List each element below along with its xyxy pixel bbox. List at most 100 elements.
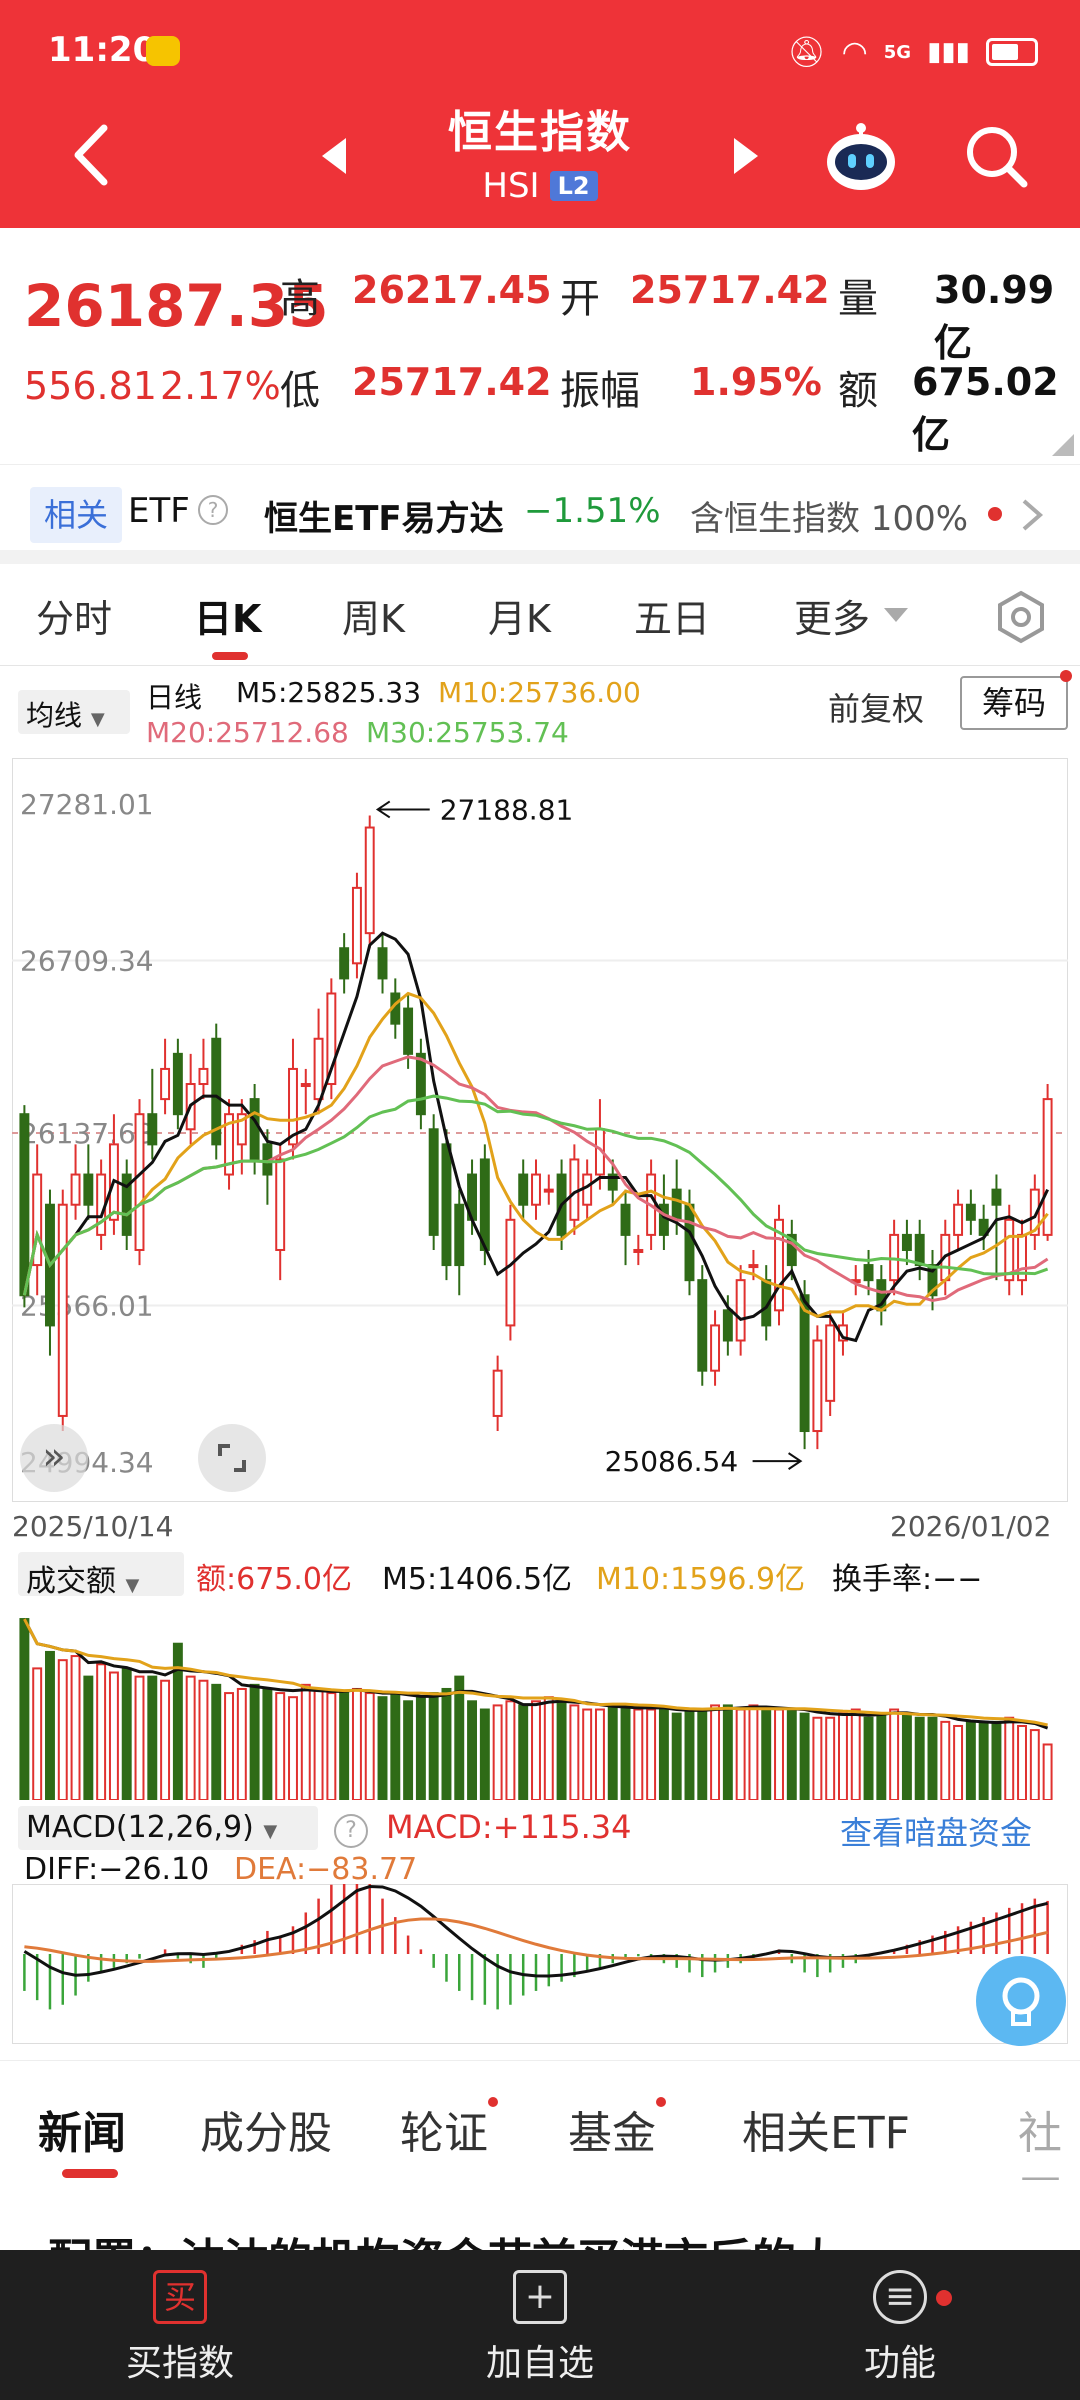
volume-bar (684, 1708, 695, 1800)
ma-select[interactable]: 均线 ▼ (18, 690, 130, 734)
amplitude-value: 1.95% (690, 360, 822, 404)
volume-m10-line (23, 1618, 1048, 1727)
volume-bar (812, 1716, 823, 1800)
volume-bar (543, 1696, 554, 1800)
tab-constituents[interactable]: 成分股 (200, 2108, 332, 2159)
volume-select[interactable]: 成交额 ▼ (18, 1552, 184, 1599)
candle (275, 1158, 286, 1251)
function-label: 功能 (863, 2343, 936, 2384)
volume-bar (249, 1683, 260, 1800)
dark-pool-link[interactable]: 查看暗盘资金 (840, 1814, 1033, 1852)
volume-bar (991, 1720, 1002, 1800)
volume-chart[interactable] (12, 1600, 1068, 1800)
candle (454, 1203, 465, 1267)
candle (479, 1158, 490, 1251)
candle (582, 1173, 593, 1206)
turnover-rate: 换手率:−− (832, 1562, 983, 1597)
candle (863, 1264, 874, 1282)
tab-funds[interactable]: 基金 (568, 2097, 666, 2161)
amount-value: 675.02亿 (912, 360, 1059, 457)
chevron-right-icon[interactable] (1020, 497, 1044, 533)
tab-news[interactable]: 新闻 (38, 2108, 126, 2159)
candle (441, 1143, 452, 1267)
add-watchlist-label: 加自选 (485, 2343, 594, 2384)
dea-line (24, 1917, 1048, 1963)
ma-select-label: 均线 (26, 699, 83, 732)
add-watchlist-button[interactable]: + 加自选 (440, 2270, 640, 2386)
tab-more[interactable]: 更多 (794, 597, 871, 641)
candle (236, 1113, 247, 1146)
candle (428, 1128, 439, 1236)
candle (377, 947, 388, 980)
macd-dea: DEA:−83.77 (234, 1852, 418, 1887)
tab-warrants[interactable]: 轮证 (400, 2097, 498, 2161)
function-menu-button[interactable]: ≡ 功能 (800, 2270, 1000, 2386)
news-headline[interactable]: 配置：沽沽的机构资金节前买港市后的大 (48, 2224, 840, 2250)
candle (198, 1067, 209, 1086)
adjust-mode[interactable]: 前复权 (828, 690, 925, 728)
volume-bar (953, 1724, 964, 1800)
red-dot-icon (656, 2097, 666, 2107)
lightbulb-tip-button[interactable] (976, 1956, 1066, 2046)
network-label: 5G (883, 41, 912, 63)
kline-chart-area[interactable]: 均线 ▼ 日线 M5:25825.33 M10:25736.00 M20:257… (0, 666, 1080, 2046)
volume-bar (582, 1708, 593, 1800)
help-icon[interactable]: ? (334, 1814, 368, 1848)
candle (70, 1173, 81, 1206)
volume-bar (633, 1708, 644, 1800)
tab-related-etf[interactable]: 相关ETF (742, 2108, 910, 2159)
help-icon[interactable]: ? (198, 495, 228, 525)
candlestick-chart[interactable]: 27281.0126709.3426137.6825566.0124994.34… (12, 758, 1068, 1502)
tab-weekly-k[interactable]: 周K (342, 597, 405, 641)
volume-bar (96, 1663, 107, 1800)
news-headline-row[interactable]: 配置：沽沽的机构资金节前买港市后的大 (0, 2180, 1080, 2250)
volume-bar (940, 1720, 951, 1800)
buy-index-button[interactable]: 买 买指数 (80, 2270, 280, 2386)
candle (684, 1203, 695, 1282)
candle (147, 1113, 158, 1146)
tab-monthly-k[interactable]: 月K (488, 597, 551, 641)
chips-button[interactable]: 筹码 (960, 676, 1068, 730)
app-header: 11:20 🔕︎ ◠ 5G ▮▮▮ 恒生指数 HSI L2 (0, 0, 1080, 228)
volume-bar (658, 1708, 669, 1800)
candle (518, 1173, 529, 1206)
next-index-icon[interactable] (732, 136, 762, 176)
candle (83, 1173, 94, 1206)
tab-five-day[interactable]: 五日 (634, 597, 711, 641)
bottom-action-bar: 买 买指数 + 加自选 ≡ 功能 (0, 2250, 1080, 2400)
expand-corner-icon[interactable] (1052, 434, 1074, 456)
tab-intraday[interactable]: 分时 (36, 597, 113, 641)
related-etf-bar[interactable]: 相关 ETF ? 恒生ETF易方达 −1.51% 含恒生指数 100% (0, 464, 1080, 564)
volume-bar (607, 1704, 618, 1800)
macd-chart[interactable] (12, 1884, 1068, 2044)
open-label: 开 (560, 276, 600, 322)
fast-forward-icon[interactable]: » (20, 1424, 88, 1492)
tab-daily-k[interactable]: 日K (194, 597, 262, 641)
wifi-icon: ◠ (841, 34, 868, 70)
low-value: 25717.42 (352, 360, 552, 404)
volume-bar (403, 1700, 414, 1800)
search-icon[interactable] (962, 122, 1032, 192)
high-label: 27188.81 (440, 793, 574, 826)
candle (1029, 1188, 1040, 1236)
candle (1004, 1218, 1015, 1282)
macd-select[interactable]: MACD(12,26,9) ▼ (18, 1806, 318, 1850)
fullscreen-icon[interactable] (198, 1424, 266, 1492)
candle (300, 1083, 311, 1088)
battery-icon (986, 38, 1038, 66)
red-dot-icon (1060, 670, 1072, 682)
etf-name: 恒生ETF易方达 (264, 499, 504, 539)
prev-index-icon[interactable] (318, 136, 348, 176)
candle (313, 1037, 324, 1101)
caret-down-icon (884, 608, 908, 622)
back-arrow-icon[interactable] (70, 122, 114, 188)
volume-bar (211, 1683, 222, 1800)
macd-value: MACD:+115.34 (386, 1808, 632, 1846)
volume-bar (531, 1700, 541, 1800)
volume-label: 量 (838, 276, 878, 322)
candle (32, 1173, 43, 1267)
settings-hexagon-icon[interactable] (994, 590, 1048, 644)
volume-bar (415, 1696, 426, 1800)
candle (991, 1188, 1002, 1206)
robot-assistant-icon[interactable] (822, 118, 900, 196)
